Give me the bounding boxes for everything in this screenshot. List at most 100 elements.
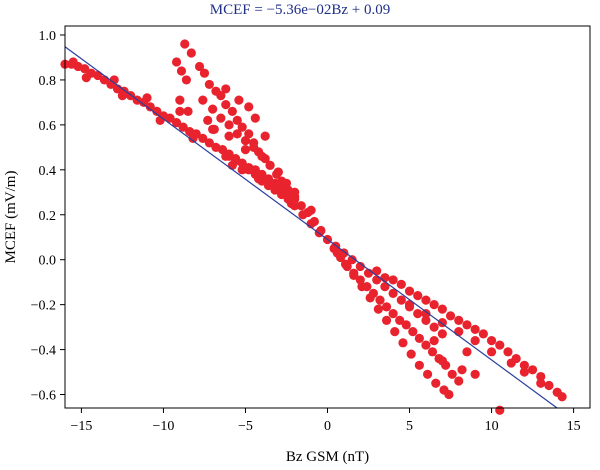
data-point xyxy=(260,131,270,141)
data-point xyxy=(198,95,208,105)
data-point xyxy=(381,315,392,325)
data-point xyxy=(290,201,300,211)
x-tick-label: 5 xyxy=(406,419,413,434)
data-point xyxy=(165,113,175,123)
data-point xyxy=(445,311,456,321)
data-point xyxy=(224,131,234,141)
data-point xyxy=(388,288,398,298)
data-point xyxy=(117,91,128,101)
data-point xyxy=(404,300,415,310)
data-point xyxy=(503,347,513,357)
data-point xyxy=(470,335,480,346)
x-axis-label: Bz GSM (nT) xyxy=(286,449,369,465)
data-point xyxy=(457,365,467,375)
data-point xyxy=(536,378,546,388)
data-point xyxy=(227,106,237,116)
data-point xyxy=(401,320,411,330)
data-point xyxy=(216,91,226,101)
data-point xyxy=(495,340,505,350)
data-point xyxy=(250,169,260,179)
data-point xyxy=(373,304,383,314)
data-point xyxy=(339,248,349,258)
data-point xyxy=(414,333,424,343)
data-point xyxy=(142,93,152,103)
data-point xyxy=(421,309,431,319)
data-point xyxy=(276,189,287,200)
data-point xyxy=(81,73,91,83)
data-point xyxy=(199,68,210,78)
data-point xyxy=(296,201,306,211)
data-point xyxy=(208,104,218,114)
data-point xyxy=(486,335,497,346)
data-point xyxy=(557,392,567,402)
data-point xyxy=(250,113,260,123)
data-point xyxy=(221,100,231,110)
data-point xyxy=(413,309,423,319)
data-point xyxy=(357,282,367,292)
data-point xyxy=(398,338,408,348)
data-point xyxy=(437,304,447,314)
y-tick-label: 0.6 xyxy=(39,119,57,134)
data-point xyxy=(221,84,231,94)
data-point xyxy=(506,358,516,368)
data-point xyxy=(406,349,416,359)
y-tick-label: 0.8 xyxy=(39,74,57,89)
data-point xyxy=(421,295,431,305)
data-point xyxy=(68,57,78,67)
x-tick-label: 15 xyxy=(567,419,581,434)
data-point xyxy=(414,360,424,370)
data-point xyxy=(454,376,464,386)
data-point xyxy=(478,329,488,339)
data-point xyxy=(429,335,439,346)
data-point xyxy=(204,138,214,148)
data-point xyxy=(298,210,308,220)
data-point xyxy=(209,124,219,134)
x-tick-label: −15 xyxy=(70,419,92,434)
data-point xyxy=(388,275,398,285)
data-point xyxy=(194,61,205,72)
data-point xyxy=(237,165,247,175)
x-tick-label: 10 xyxy=(485,419,499,434)
chart-title: MCEF = −5.36e−02Bz + 0.09 xyxy=(209,2,391,18)
data-point xyxy=(408,327,418,337)
data-point xyxy=(444,389,454,400)
x-tick-label: −10 xyxy=(152,419,174,434)
data-point xyxy=(171,57,182,67)
data-point xyxy=(216,113,226,123)
data-point xyxy=(486,347,497,357)
data-point xyxy=(340,259,351,269)
data-point xyxy=(180,39,190,49)
data-point xyxy=(519,367,529,377)
data-point xyxy=(257,176,267,186)
data-point xyxy=(375,295,385,305)
data-points xyxy=(60,39,567,415)
data-point xyxy=(240,136,251,146)
data-point xyxy=(544,380,554,391)
data-point xyxy=(244,165,254,175)
data-point xyxy=(175,106,185,116)
data-point xyxy=(429,300,439,310)
data-point xyxy=(263,180,274,191)
data-point xyxy=(422,369,433,379)
data-point xyxy=(427,347,438,357)
data-point xyxy=(80,64,90,74)
data-point xyxy=(527,365,538,375)
data-point xyxy=(176,66,187,76)
data-point xyxy=(175,95,185,105)
data-point xyxy=(203,115,213,125)
data-point xyxy=(447,369,457,379)
data-point xyxy=(186,48,196,58)
data-point xyxy=(290,187,300,197)
data-point xyxy=(145,102,155,112)
data-point xyxy=(240,144,251,155)
data-point xyxy=(470,324,480,334)
data-point xyxy=(281,178,292,188)
data-point xyxy=(257,151,267,161)
fit-line xyxy=(64,46,558,409)
y-tick-label: −0.6 xyxy=(31,389,56,404)
y-tick-label: 0.2 xyxy=(39,209,57,224)
data-point xyxy=(421,315,431,325)
y-tick-label: 0.4 xyxy=(39,164,57,179)
data-point xyxy=(152,106,162,116)
